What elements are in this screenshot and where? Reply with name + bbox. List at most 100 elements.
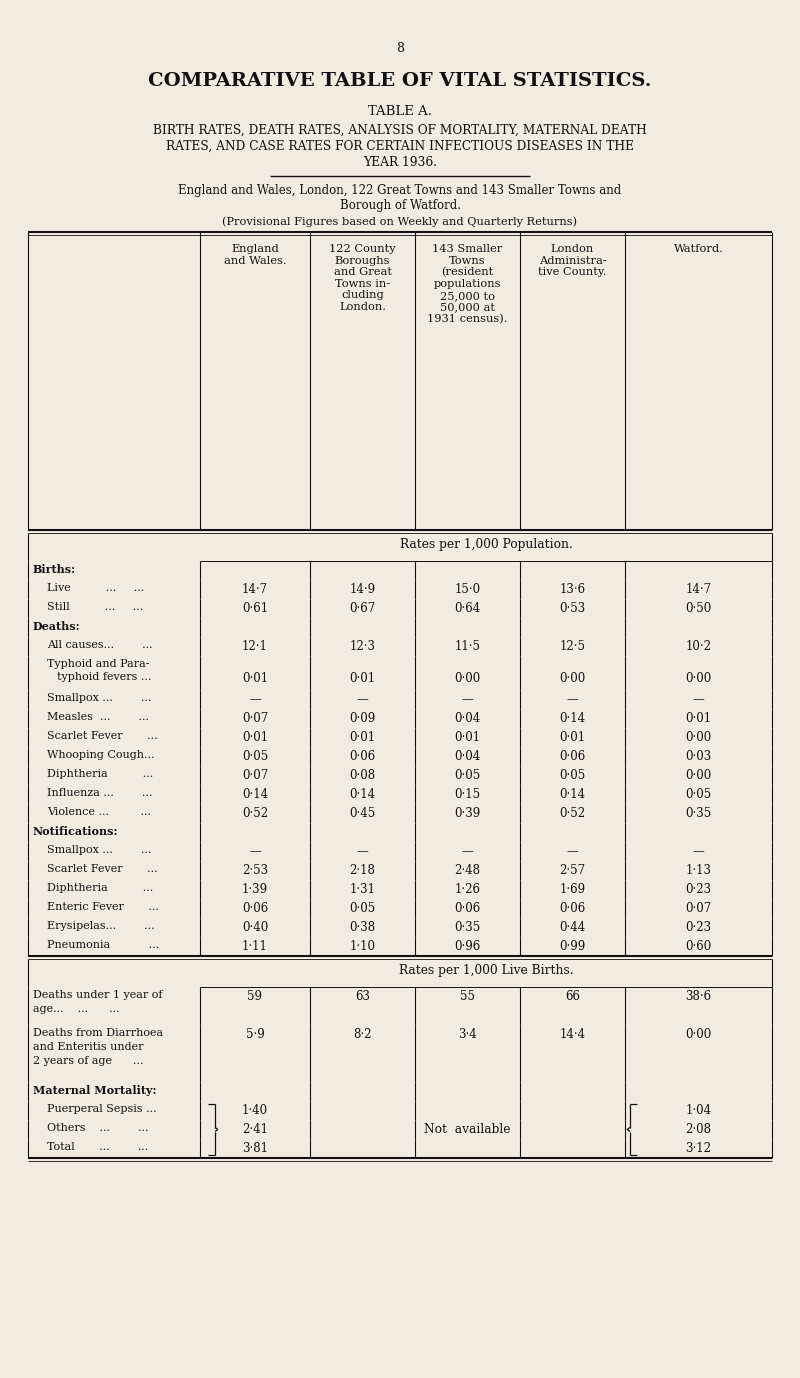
- Text: 0·01: 0·01: [242, 730, 268, 744]
- Text: 0·52: 0·52: [242, 808, 268, 820]
- Text: 3·81: 3·81: [242, 1142, 268, 1155]
- Text: 11·5: 11·5: [454, 639, 481, 653]
- Text: 12·3: 12·3: [350, 639, 375, 653]
- Text: Whooping Cough...: Whooping Cough...: [47, 750, 154, 761]
- Text: —: —: [566, 845, 578, 858]
- Text: 0·05: 0·05: [454, 769, 481, 781]
- Text: —: —: [357, 845, 368, 858]
- Text: Scarlet Fever       ...: Scarlet Fever ...: [47, 730, 158, 741]
- Text: 0·07: 0·07: [242, 769, 268, 781]
- Text: 14·7: 14·7: [686, 583, 711, 597]
- Text: 0·38: 0·38: [350, 921, 375, 934]
- Text: 0·44: 0·44: [559, 921, 586, 934]
- Text: (Provisional Figures based on Weekly and Quarterly Returns): (Provisional Figures based on Weekly and…: [222, 216, 578, 226]
- Text: Smallpox ...        ...: Smallpox ... ...: [47, 693, 151, 703]
- Text: 12·1: 12·1: [242, 639, 268, 653]
- Text: —: —: [249, 845, 261, 858]
- Text: 0·01: 0·01: [242, 672, 268, 685]
- Text: 0·06: 0·06: [559, 903, 586, 915]
- Text: Deaths:: Deaths:: [33, 621, 81, 633]
- Text: 0·60: 0·60: [686, 940, 712, 954]
- Text: and Enteritis under: and Enteritis under: [33, 1042, 143, 1051]
- Text: 0·06: 0·06: [454, 903, 481, 915]
- Text: Births:: Births:: [33, 564, 76, 575]
- Text: 13·6: 13·6: [559, 583, 586, 597]
- Text: 0·00: 0·00: [686, 672, 712, 685]
- Text: England
and Wales.: England and Wales.: [224, 244, 286, 266]
- Text: Borough of Watford.: Borough of Watford.: [339, 198, 461, 212]
- Text: 0·35: 0·35: [454, 921, 481, 934]
- Text: Rates per 1,000 Population.: Rates per 1,000 Population.: [399, 537, 573, 551]
- Text: Diphtheria          ...: Diphtheria ...: [47, 883, 154, 893]
- Text: 0·45: 0·45: [350, 808, 376, 820]
- Text: 0·01: 0·01: [350, 730, 375, 744]
- Text: 0·00: 0·00: [454, 672, 481, 685]
- Text: 2·57: 2·57: [559, 864, 586, 876]
- Text: 2·53: 2·53: [242, 864, 268, 876]
- Text: Erysipelas...        ...: Erysipelas... ...: [47, 921, 154, 932]
- Text: 12·5: 12·5: [559, 639, 586, 653]
- Text: 0·08: 0·08: [350, 769, 375, 781]
- Text: 2·41: 2·41: [242, 1123, 268, 1135]
- Text: 0·01: 0·01: [686, 712, 711, 725]
- Text: —: —: [462, 693, 474, 706]
- Text: 0·05: 0·05: [686, 788, 712, 801]
- Text: YEAR 1936.: YEAR 1936.: [363, 156, 437, 169]
- Text: 0·14: 0·14: [559, 788, 586, 801]
- Text: 0·53: 0·53: [559, 602, 586, 615]
- Text: 0·07: 0·07: [242, 712, 268, 725]
- Text: 0·00: 0·00: [686, 730, 712, 744]
- Text: 0·52: 0·52: [559, 808, 586, 820]
- Text: 1·31: 1·31: [350, 883, 375, 896]
- Text: Notifications:: Notifications:: [33, 825, 118, 836]
- Text: 0·00: 0·00: [559, 672, 586, 685]
- Text: RATES, AND CASE RATES FOR CERTAIN INFECTIOUS DISEASES IN THE: RATES, AND CASE RATES FOR CERTAIN INFECT…: [166, 141, 634, 153]
- Text: 0·01: 0·01: [559, 730, 586, 744]
- Text: COMPARATIVE TABLE OF VITAL STATISTICS.: COMPARATIVE TABLE OF VITAL STATISTICS.: [148, 72, 652, 90]
- Text: 1·13: 1·13: [686, 864, 711, 876]
- Text: 0·23: 0·23: [686, 883, 711, 896]
- Text: BIRTH RATES, DEATH RATES, ANALYSIS OF MORTALITY, MATERNAL DEATH: BIRTH RATES, DEATH RATES, ANALYSIS OF MO…: [153, 124, 647, 136]
- Text: 15·0: 15·0: [454, 583, 481, 597]
- Text: 0·04: 0·04: [454, 750, 481, 763]
- Text: 0·04: 0·04: [454, 712, 481, 725]
- Text: Rates per 1,000 Live Births.: Rates per 1,000 Live Births.: [398, 965, 574, 977]
- Text: 0·61: 0·61: [242, 602, 268, 615]
- Text: Scarlet Fever       ...: Scarlet Fever ...: [47, 864, 158, 874]
- Text: 1·10: 1·10: [350, 940, 375, 954]
- Text: All causes...        ...: All causes... ...: [47, 639, 153, 650]
- Text: Deaths under 1 year of: Deaths under 1 year of: [33, 989, 162, 1000]
- Text: 0·06: 0·06: [350, 750, 376, 763]
- Text: Watford.: Watford.: [674, 244, 723, 254]
- Text: 1·26: 1·26: [454, 883, 481, 896]
- Text: Violence ...         ...: Violence ... ...: [47, 808, 151, 817]
- Text: 8·2: 8·2: [354, 1028, 372, 1040]
- Text: 0·09: 0·09: [350, 712, 376, 725]
- Text: 0·00: 0·00: [686, 1028, 712, 1040]
- Text: 8: 8: [396, 41, 404, 55]
- Text: Pneumonia           ...: Pneumonia ...: [47, 940, 159, 949]
- Text: —: —: [357, 693, 368, 706]
- Text: Others    ...        ...: Others ... ...: [47, 1123, 149, 1133]
- Text: 0·01: 0·01: [350, 672, 375, 685]
- Text: age...    ...      ...: age... ... ...: [33, 1005, 120, 1014]
- Text: 0·05: 0·05: [242, 750, 268, 763]
- Text: 0·07: 0·07: [686, 903, 712, 915]
- Text: 0·39: 0·39: [454, 808, 481, 820]
- Text: 55: 55: [460, 989, 475, 1003]
- Text: 0·64: 0·64: [454, 602, 481, 615]
- Text: 1·04: 1·04: [686, 1104, 711, 1118]
- Text: 0·05: 0·05: [559, 769, 586, 781]
- Text: 14·7: 14·7: [242, 583, 268, 597]
- Text: 0·03: 0·03: [686, 750, 712, 763]
- Text: Typhoid and Para-: Typhoid and Para-: [47, 659, 150, 668]
- Text: 1·11: 1·11: [242, 940, 268, 954]
- Text: 0·01: 0·01: [454, 730, 481, 744]
- Text: 2·08: 2·08: [686, 1123, 711, 1135]
- Text: 0·06: 0·06: [242, 903, 268, 915]
- Text: Total       ...        ...: Total ... ...: [47, 1142, 148, 1152]
- Text: 1·39: 1·39: [242, 883, 268, 896]
- Text: Measles  ...        ...: Measles ... ...: [47, 712, 149, 722]
- Text: Deaths from Diarrhoea: Deaths from Diarrhoea: [33, 1028, 163, 1038]
- Text: Live          ...     ...: Live ... ...: [47, 583, 144, 593]
